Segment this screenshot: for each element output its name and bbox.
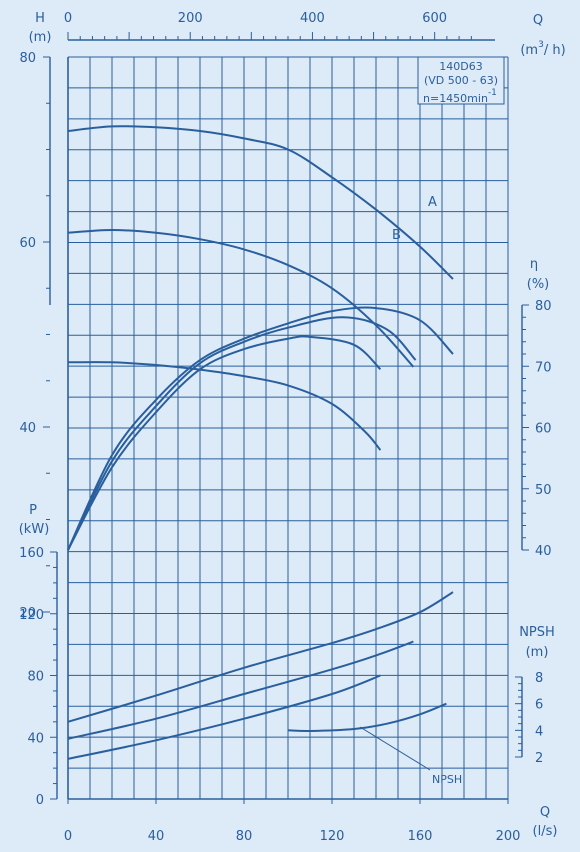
npsh-curve-npsh bbox=[287, 702, 447, 733]
npsh-curve-label: NPSH bbox=[432, 773, 462, 786]
model-code: 140D63 bbox=[439, 60, 482, 73]
model-info-box bbox=[417, 56, 505, 105]
head-tick-label: 20 bbox=[19, 606, 36, 621]
power-axis-unit: (kW) bbox=[19, 522, 50, 537]
top-q-tick-label: 200 bbox=[178, 11, 203, 26]
bottom-q-tick-label: 160 bbox=[408, 829, 433, 844]
grid bbox=[67, 56, 509, 800]
power-curve-a bbox=[67, 640, 414, 740]
model-speed-text: n=1450min bbox=[423, 92, 488, 105]
bottom-q-tick-label: 80 bbox=[236, 829, 253, 844]
bottom-q-tick-label: 40 bbox=[148, 829, 165, 844]
bottom-q-axis-unit: (l/s) bbox=[533, 824, 558, 839]
eff-tick-label: 60 bbox=[535, 422, 552, 437]
head-tick-label: 80 bbox=[19, 51, 36, 66]
curve-label-b: B bbox=[392, 228, 401, 243]
top-q-tick-label: 400 bbox=[300, 11, 325, 26]
model-speed: n=1450min-1 bbox=[423, 88, 497, 105]
power-tick-label: 80 bbox=[27, 670, 44, 685]
npsh-tick-label: 8 bbox=[535, 671, 543, 686]
power-axis-label: P bbox=[29, 503, 37, 518]
head-curve-max bbox=[67, 125, 454, 280]
curves bbox=[67, 125, 454, 760]
bottom-q-tick-label: 0 bbox=[64, 829, 72, 844]
npsh-tick-label: 4 bbox=[535, 724, 543, 739]
eff-axis-label: η bbox=[530, 257, 538, 272]
npsh-axis-unit: (m) bbox=[526, 645, 549, 660]
eff-axis-unit: (%) bbox=[527, 277, 550, 292]
npsh-leader-line bbox=[359, 726, 431, 771]
power-curve-max bbox=[67, 591, 454, 723]
power-tick-label: 120 bbox=[19, 608, 44, 623]
model-speed-exp: -1 bbox=[488, 88, 497, 98]
eff-tick-label: 50 bbox=[535, 483, 552, 498]
eff-tick-label: 80 bbox=[535, 299, 552, 314]
head-tick-label: 60 bbox=[19, 236, 36, 251]
top-q-unit-rest: / h) bbox=[544, 43, 566, 58]
power-tick-label: 0 bbox=[36, 793, 44, 808]
top-q-tick-label: 0 bbox=[64, 11, 72, 26]
top-q-unit-exp: 3 bbox=[538, 40, 544, 50]
head-axis-unit: (m) bbox=[29, 30, 52, 45]
top-q-axis-label: Q bbox=[533, 13, 543, 28]
bottom-q-axis-label: Q bbox=[540, 805, 550, 820]
npsh-tick-label: 2 bbox=[535, 751, 543, 766]
efficiency-curve-a bbox=[67, 316, 417, 551]
eff-tick-label: 40 bbox=[535, 544, 552, 559]
efficiency-curve-b bbox=[67, 335, 382, 551]
ticks: 0 200 400 600204060804050607080040801201602… bbox=[19, 11, 551, 844]
top-q-axis-unit: (m3/ h) bbox=[520, 40, 565, 58]
eff-tick-label: 70 bbox=[535, 360, 552, 375]
npsh-tick-label: 6 bbox=[535, 698, 543, 713]
top-q-unit-base: (m bbox=[520, 43, 538, 58]
power-tick-label: 40 bbox=[27, 731, 44, 746]
npsh-axis-label: NPSH bbox=[519, 625, 555, 640]
power-curve-b bbox=[67, 674, 381, 760]
head-curve-a bbox=[67, 228, 415, 368]
bottom-q-tick-label: 120 bbox=[320, 829, 345, 844]
head-curve-b bbox=[67, 361, 382, 451]
top-q-tick-label: 600 bbox=[422, 11, 447, 26]
head-axis-label: H bbox=[35, 11, 45, 26]
power-tick-label: 160 bbox=[19, 546, 44, 561]
model-series: (VD 500 - 63) bbox=[424, 74, 498, 87]
bottom-q-tick-label: 200 bbox=[496, 829, 521, 844]
curve-label-a: A bbox=[428, 195, 437, 210]
head-tick-label: 40 bbox=[19, 421, 36, 436]
efficiency-curve-max bbox=[67, 306, 454, 551]
